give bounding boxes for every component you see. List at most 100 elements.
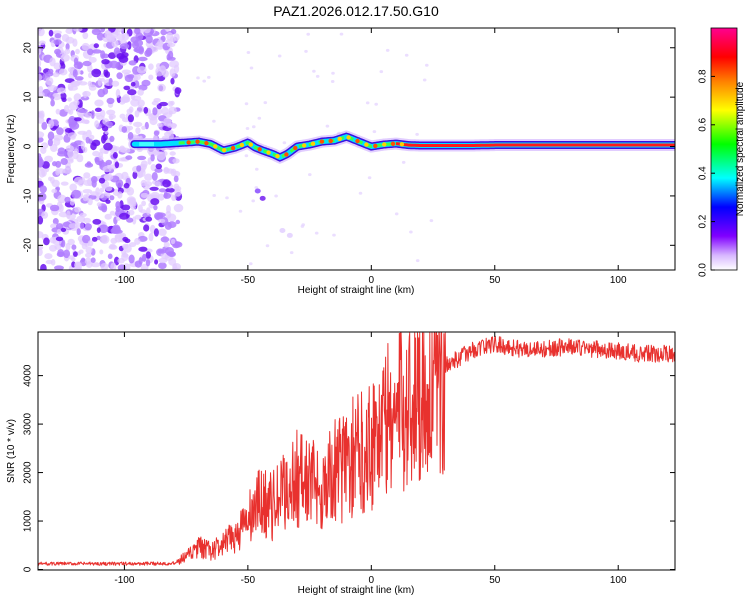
noise-blob [47,84,57,92]
track-bead [355,138,360,144]
noise-blob [332,233,336,237]
noise-blob [67,132,77,139]
noise-blob [91,68,102,78]
colorbar-tick-label: 0.8 [698,69,709,83]
track-bead [213,144,218,149]
noise-blob [91,28,101,36]
noise-blob [300,224,305,228]
track-bead [399,142,405,147]
noise-blob [52,93,59,98]
noise-blob [92,150,101,157]
noise-blob [101,125,109,132]
noise-blob [38,91,45,98]
noise-blob [60,53,70,62]
noise-blob [142,253,147,262]
noise-blob [251,199,255,203]
noise-blob [51,188,58,194]
noise-blob [126,217,134,223]
noise-blob [39,185,47,194]
noise-blob [138,45,145,55]
noise-blob [64,127,73,133]
noise-blob [159,101,168,107]
noise-blob [150,153,155,162]
noise-blob [164,221,172,230]
colorbar-tick-label: 0.4 [698,166,709,180]
noise-blob [109,210,116,216]
noise-blob [87,240,94,247]
noise-blob [91,49,102,54]
noise-blob [38,28,42,35]
noise-blob [367,176,372,180]
noise-blob [55,168,60,176]
noise-blob [127,132,134,140]
noise-blob [146,207,151,216]
noise-blob [145,259,151,267]
noise-blob [94,107,102,113]
x-tick-label: -50 [241,275,256,286]
x-tick-label: -100 [114,575,134,586]
noise-blob [58,68,68,76]
noise-blob [121,126,128,133]
figure-title: PAZ1.2026.012.17.50.G10 [273,3,439,19]
track-bead [346,135,351,140]
noise-blob [167,56,176,61]
noise-blob [117,258,125,264]
noise-blob [157,122,163,128]
noise-blob [87,198,93,206]
track-bead [382,142,387,147]
noise-blob [153,204,158,211]
noise-blob [121,204,131,211]
noise-blob [118,157,127,162]
noise-blob [156,108,163,115]
noise-blob [249,262,253,266]
noise-blob [114,256,120,266]
noise-blob [128,254,135,264]
noise-blob [137,99,145,108]
noise-blob [56,251,65,258]
noise-blob [196,76,200,80]
noise-blob [127,114,134,123]
noise-blob [143,106,149,114]
noise-blob [160,29,167,36]
noise-blob [98,224,109,233]
noise-blob [72,69,78,78]
noise-blob [121,69,132,75]
noise-blob [358,191,363,195]
noise-blob [339,32,344,36]
noise-blob [60,158,68,165]
noise-blob [83,179,94,186]
noise-blob [105,199,111,204]
noise-blob [312,69,316,73]
noise-blob [127,74,135,79]
noise-blob [63,249,71,259]
noise-blob [55,236,64,242]
noise-blob [163,241,170,248]
noise-blob [249,66,254,70]
x-tick-label: 0 [369,575,375,586]
noise-blob [73,57,79,66]
noise-blob [83,217,91,224]
noise-blob [265,244,270,248]
noise-blob [157,39,164,48]
track-bead [310,141,316,146]
noise-blob [75,48,80,55]
noise-blob [101,59,110,65]
noise-blob [78,113,84,119]
noise-blob [60,181,69,186]
noise-blob [152,107,158,116]
track-bead [275,154,280,159]
y-tick-label: 2000 [23,461,34,484]
noise-blob [90,257,96,264]
track-bead [230,145,236,151]
track-bead [186,140,191,145]
y-tick-label: 0 [23,143,34,149]
noise-blob [169,68,176,77]
noise-blob [107,253,113,260]
noise-blob [145,216,153,222]
track-bead [266,150,271,155]
noise-blob [96,227,101,234]
noise-blob [117,191,123,199]
noise-blob [85,136,91,144]
